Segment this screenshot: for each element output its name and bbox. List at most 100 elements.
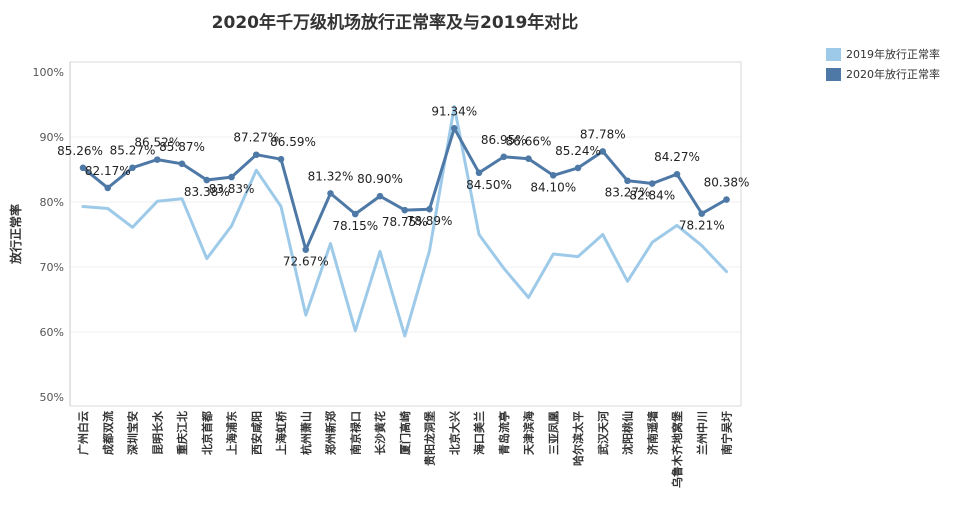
x-tick-label: 三亚凤凰 [547,411,560,455]
legend-swatch-2019 [826,47,841,61]
data-label-2020: 82.84% [629,189,675,203]
x-tick-label: 郑州新郑 [324,411,338,455]
x-tick-label: 西安咸阳 [249,411,263,455]
data-point-2020 [698,210,706,217]
data-point-2020 [500,153,508,161]
data-point-2020 [673,170,681,178]
data-point-2020 [351,210,359,218]
data-point-2020 [599,148,607,155]
x-tick-label: 上海虹桥 [274,410,288,455]
series-layer [79,105,730,338]
x-tick-label: 上海浦东 [225,411,239,455]
x-tick-label: 厦门高崎 [398,411,412,455]
y-axis-title: 放行正常率 [8,204,23,265]
plot-frame [69,61,742,407]
data-label-2020: 85.87% [159,140,205,154]
data-label-2020: 87.27% [233,131,279,145]
data-label-2020: 83.27% [605,186,651,200]
data-point-2020 [426,205,433,213]
legend-swatch-2020 [826,67,841,81]
x-tick-label: 武汉天河 [596,411,610,455]
x-tick-label: 南宁吴圩 [720,411,734,455]
data-point-2020 [228,173,235,181]
data-label-2020: 84.10% [530,180,576,194]
data-point-2020 [723,196,730,203]
data-label-2020: 84.27% [654,150,700,164]
data-point-2020 [376,192,384,200]
x-tick-label: 重庆江北 [175,411,189,455]
y-tick-label: 80% [40,196,64,209]
data-label-2020: 80.90% [357,172,403,186]
legend-label-2020: 2020年放行正常率 [846,68,940,81]
data-point-2020 [401,206,409,214]
data-point-2020 [648,180,656,187]
data-label-2020: 78.89% [407,214,453,228]
x-tick-label: 济南遥墙 [645,411,659,455]
data-point-2020 [450,124,458,132]
x-tick-label: 北京大兴 [447,411,461,455]
x-tick-label: 北京首都 [200,411,214,455]
legend-item-2019[interactable]: 2019年放行正常率 [826,44,940,64]
data-label-2020: 78.21% [679,219,725,233]
x-tick-label: 天津滨海 [522,411,536,455]
data-point-2020 [302,246,310,253]
data-point-2020 [79,164,87,172]
data-label-2020: 86.66% [506,135,552,149]
data-label-2020: 86.95% [481,133,527,147]
legend-item-2020[interactable]: 2020年放行正常率 [826,64,940,84]
data-label-2020: 83.83% [209,182,255,196]
x-tick-label: 哈尔滨太平 [571,411,585,466]
data-point-2020 [624,177,631,185]
y-tick-label: 50% [40,391,64,404]
data-label-2020: 78.75% [382,215,428,229]
data-label-2020: 83.38% [184,185,230,199]
x-tick-label: 海口美兰 [472,411,486,455]
data-point-2020 [178,160,186,168]
x-tick-label: 深圳宝安 [126,411,140,455]
data-label-2020: 91.34% [431,104,477,118]
y-tick-label: 60% [40,326,64,339]
data-point-2020 [327,190,334,197]
data-point-2020 [475,169,483,177]
data-label-2020: 81.32% [308,169,354,183]
data-point-2020 [549,172,557,179]
x-tick-label: 杭州萧山 [299,411,313,455]
data-label-2020: 86.59% [270,135,316,149]
data-point-2020 [525,155,532,163]
data-label-2020: 72.67% [283,255,329,269]
label-layer: 85.26% 82.17% 85.27%86.52%85.87% 83.38%83.8… [57,104,749,268]
x-tick-label: 南京禄口 [348,411,362,455]
data-point-2020 [153,156,161,163]
data-point-2020 [203,176,211,184]
x-tick-label: 成都双流 [101,411,115,455]
data-label-2020: 86.52% [134,136,180,150]
legend-label-2019: 2019年放行正常率 [846,48,940,61]
data-label-2020: 85.26% [57,144,103,158]
x-tick-label: 广州白云 [76,411,90,455]
data-label-2020: 84.50% [466,178,512,192]
data-label-2020: 82.17% [85,164,131,178]
x-tick-label: 昆明长水 [150,410,164,455]
data-point-2020 [252,151,260,159]
data-point-2020 [104,184,112,192]
y-tick-label: 90% [40,131,64,144]
x-tick-label: 兰州中川 [695,411,709,455]
data-point-2020 [277,155,285,163]
data-label-2020: 85.24% [555,144,601,158]
x-tick-label: 乌鲁木齐地窝堡 [670,411,684,488]
data-point-2020 [129,164,136,172]
x-tick-label: 沈阳桃仙 [621,411,635,455]
series-line-2019 [81,105,728,338]
x-tick-label: 青岛流亭 [497,411,511,455]
y-tick-label: 100% [33,66,64,79]
legend: 2019年放行正常率 2020年放行正常率 [826,44,940,84]
x-tick-label: 贵阳龙洞堡 [423,411,437,466]
grid-layer [70,136,741,333]
x-tick-label: 长沙黄花 [373,411,387,455]
data-point-2020 [574,164,582,172]
data-label-2020: 85.27% [110,144,156,158]
data-label-2020: 87.78% [580,127,626,141]
